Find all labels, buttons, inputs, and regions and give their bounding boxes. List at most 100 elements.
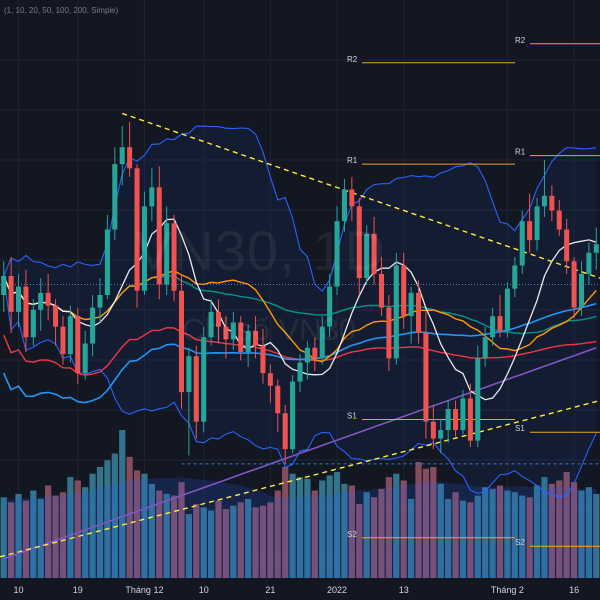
volume-bar xyxy=(511,492,518,578)
candle xyxy=(60,316,66,365)
candle xyxy=(534,197,540,251)
x-axis-background xyxy=(0,580,600,600)
volume-bar xyxy=(215,500,222,578)
candle xyxy=(475,345,481,447)
candle xyxy=(416,280,422,344)
candle xyxy=(327,273,333,338)
candle-body xyxy=(178,290,184,393)
candle xyxy=(401,252,407,329)
volume-bar xyxy=(304,478,311,578)
volume-bar xyxy=(578,490,585,578)
volume-bar xyxy=(30,490,37,578)
candle xyxy=(104,214,110,300)
volume-bar xyxy=(141,473,148,578)
candle-body xyxy=(16,286,22,312)
candle-body xyxy=(349,189,355,207)
candle xyxy=(504,282,510,338)
candle xyxy=(297,354,303,393)
watermark-symbol: VN30, 1D xyxy=(135,219,386,282)
volume-bar xyxy=(422,468,430,578)
volume-bar xyxy=(156,490,163,578)
candle xyxy=(216,299,222,344)
candle xyxy=(408,286,414,344)
volume-bar xyxy=(459,500,467,578)
candle-body xyxy=(164,223,170,285)
candle xyxy=(497,295,503,338)
candle xyxy=(378,257,384,317)
candle-body xyxy=(60,326,66,355)
candle-body xyxy=(445,409,451,431)
descending-trendline xyxy=(121,112,600,279)
candle-body xyxy=(304,347,310,363)
volume-bar xyxy=(341,483,348,578)
volume-bar xyxy=(482,487,489,578)
volume-bar xyxy=(22,500,30,578)
candle xyxy=(586,242,592,285)
volume-bar xyxy=(415,461,422,578)
candle-body xyxy=(490,316,496,338)
candle xyxy=(423,311,429,439)
candle-body xyxy=(82,343,88,374)
volume-bar xyxy=(363,492,370,578)
volume-bar xyxy=(489,488,496,578)
volume-bar xyxy=(104,460,111,578)
candle xyxy=(156,166,162,300)
volume-bar xyxy=(133,470,141,578)
volume-bar xyxy=(319,480,326,578)
candle-body xyxy=(282,413,288,450)
candle xyxy=(519,210,525,274)
candle xyxy=(8,257,14,333)
candle-body xyxy=(97,295,103,308)
candle xyxy=(593,227,599,270)
candle xyxy=(349,176,355,222)
candle xyxy=(282,404,288,464)
candle-body xyxy=(38,292,44,310)
bollinger-upper-line xyxy=(3,125,597,292)
candle-body xyxy=(534,206,540,241)
candle-body xyxy=(275,385,281,414)
candle xyxy=(30,299,36,346)
candle-body xyxy=(512,265,518,289)
candle-body xyxy=(149,187,155,207)
ma-settings-legend[interactable]: (1, 10, 20, 50, 100, 200, Simple) xyxy=(4,6,119,15)
volume-bar xyxy=(82,487,89,578)
candle xyxy=(208,299,214,346)
candle-body xyxy=(290,381,296,450)
candle xyxy=(460,390,466,435)
volume-bar xyxy=(296,477,304,578)
candle xyxy=(512,257,518,298)
candle-body xyxy=(556,210,562,230)
candle-body xyxy=(208,311,214,338)
x-axis-label: 16 xyxy=(569,585,579,595)
candle xyxy=(490,307,496,346)
candle-body xyxy=(30,309,36,338)
x-axis-label: 10 xyxy=(14,585,24,595)
volume-bar xyxy=(548,483,555,578)
candle xyxy=(134,164,140,308)
candle xyxy=(1,261,7,312)
ascending-trendline xyxy=(0,399,600,558)
candle-body xyxy=(112,164,118,230)
candle xyxy=(356,197,362,295)
candle xyxy=(119,126,125,186)
volume-bar xyxy=(200,507,207,578)
volume-bar xyxy=(8,502,15,578)
volume-bar xyxy=(96,467,104,578)
candle-body xyxy=(141,206,147,291)
candle xyxy=(319,316,325,365)
volume-bar xyxy=(74,480,81,578)
volume-bar xyxy=(519,495,526,578)
candle-body xyxy=(253,330,259,346)
x-axis-label: 10 xyxy=(199,585,209,595)
candle-body xyxy=(593,244,599,253)
candle-body xyxy=(408,292,414,317)
volume-bar xyxy=(437,483,444,578)
x-axis-label: 2022 xyxy=(327,585,347,595)
pivot-label-s1: S1 xyxy=(347,412,357,421)
candle xyxy=(164,206,170,295)
volume-bar xyxy=(504,490,511,578)
candle xyxy=(386,295,392,371)
volume-bar xyxy=(474,495,481,578)
